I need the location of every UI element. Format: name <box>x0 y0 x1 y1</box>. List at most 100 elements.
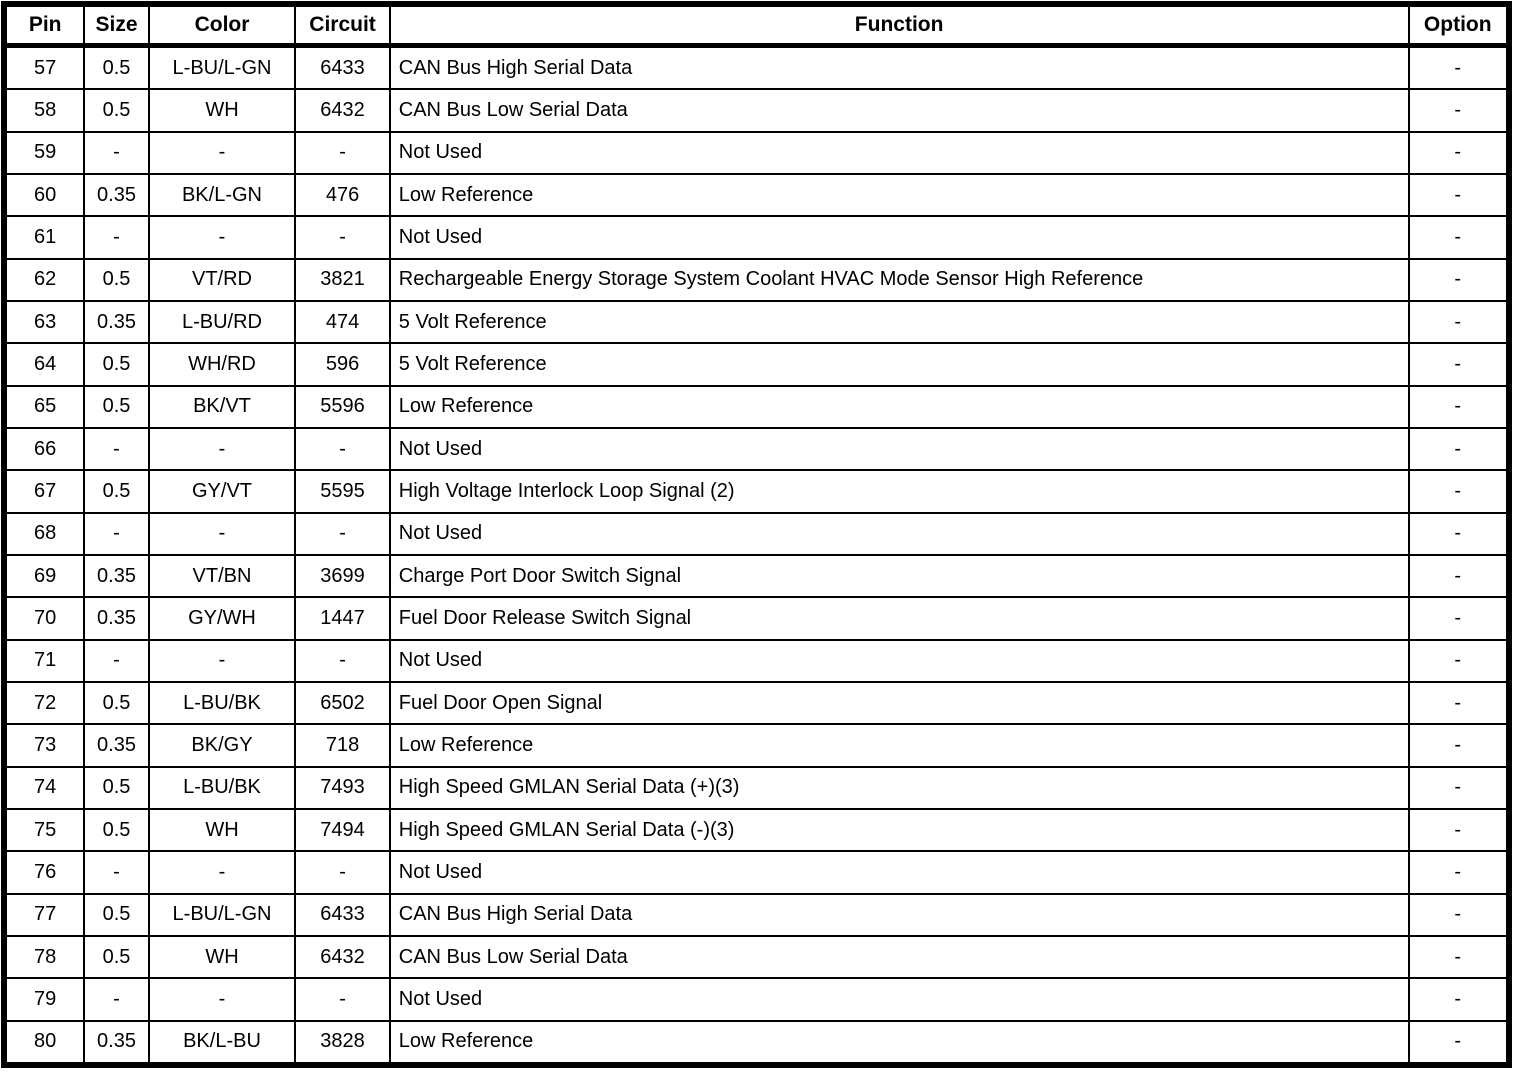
cell-option: - <box>1407 680 1510 726</box>
table-row: 63 0.35 L-BU/RD 474 5 Volt Reference - <box>2 299 1510 345</box>
table-row: 69 0.35 VT/BN 3699 Charge Port Door Switch S… <box>2 553 1510 599</box>
cell-size: 0.5 <box>83 807 150 853</box>
cell-circuit: 474 <box>294 299 391 345</box>
cell-option: - <box>1407 384 1510 429</box>
cell-option: - <box>1407 723 1510 768</box>
cell-pin: 76 <box>2 850 86 895</box>
cell-function: 5 Volt Reference <box>388 299 1410 345</box>
cell-size: 0.5 <box>83 765 150 810</box>
cell-pin: 65 <box>2 384 86 429</box>
table-row: 70 0.35 GY/WH 1447 Fuel Door Release Switch … <box>2 596 1510 641</box>
cell-function: Low Reference <box>388 1019 1410 1067</box>
table-row: 78 0.5 WH 6432 CAN Bus Low Serial Data - <box>2 934 1510 980</box>
cell-pin: 74 <box>2 765 86 810</box>
cell-option: - <box>1407 257 1510 302</box>
cell-size: - <box>83 130 150 176</box>
table-row: 72 0.5 L-BU/BK 6502 Fuel Door Open Signal - <box>2 680 1510 726</box>
cell-pin: 63 <box>2 299 86 345</box>
cell-pin: 78 <box>2 934 86 980</box>
table-row: 61- - - Not Used - <box>2 215 1510 260</box>
table-row: 58 0.5 WH 6432 CAN Bus Low Serial Data - <box>2 88 1510 133</box>
cell-color: VT/BN <box>147 553 297 599</box>
cell-circuit: - <box>294 130 391 176</box>
cell-option: - <box>1407 892 1510 937</box>
cell-pin: 79 <box>2 977 86 1022</box>
cell-circuit: - <box>294 215 391 260</box>
cell-color: - <box>147 638 297 683</box>
cell-circuit: 6432 <box>294 88 391 133</box>
table-row: 80 0.35 BK/L-BU 3828 Low Reference - <box>2 1019 1510 1067</box>
cell-circuit: - <box>294 977 391 1022</box>
cell-size: 0.35 <box>83 723 150 768</box>
cell-pin: 58 <box>2 88 86 133</box>
cell-function: Not Used <box>388 426 1410 472</box>
cell-color: BK/GY <box>147 723 297 768</box>
cell-pin: 73 <box>2 723 86 768</box>
cell-size: 0.35 <box>83 553 150 599</box>
cell-pin: 64 <box>2 342 86 387</box>
cell-size: - <box>83 977 150 1022</box>
cell-pin: 77 <box>2 892 86 937</box>
cell-size: - <box>83 215 150 260</box>
cell-function: CAN Bus Low Serial Data <box>388 88 1410 133</box>
cell-size: 0.35 <box>83 596 150 641</box>
table-row: 79- - - Not Used - <box>2 977 1510 1022</box>
cell-function: High Voltage Interlock Loop Signal (2) <box>388 469 1410 514</box>
cell-option: - <box>1407 553 1510 599</box>
cell-circuit: 596 <box>294 342 391 387</box>
cell-size: 0.5 <box>83 892 150 937</box>
table-row: 59- - - Not Used - <box>2 130 1510 176</box>
table-row: 60 0.35 BK/L-GN 476 Low Reference - <box>2 172 1510 218</box>
cell-function: Charge Port Door Switch Signal <box>388 553 1410 599</box>
cell-pin: 70 <box>2 596 86 641</box>
cell-option: - <box>1407 299 1510 345</box>
cell-color: VT/RD <box>147 257 297 302</box>
cell-option: - <box>1407 596 1510 641</box>
table-row: 62 0.5 VT/RD 3821 Rechargeable Energy Storag… <box>2 257 1510 302</box>
cell-circuit: 5595 <box>294 469 391 514</box>
cell-pin: 62 <box>2 257 86 302</box>
cell-color: GY/WH <box>147 596 297 641</box>
cell-circuit: - <box>294 850 391 895</box>
cell-color: - <box>147 215 297 260</box>
cell-option: - <box>1407 511 1510 556</box>
cell-circuit: 3828 <box>294 1019 391 1067</box>
cell-function: High Speed GMLAN Serial Data (-)(3) <box>388 807 1410 853</box>
cell-pin: 80 <box>2 1019 86 1067</box>
cell-color: BK/L-GN <box>147 172 297 218</box>
column-header-size: Size <box>83 3 150 48</box>
table-row: 76- - - Not Used - <box>2 850 1510 895</box>
cell-color: - <box>147 977 297 1022</box>
cell-color: WH <box>147 88 297 133</box>
table-row: 64 0.5 WH/RD 596 5 Volt Reference - <box>2 342 1510 387</box>
cell-function: Fuel Door Release Switch Signal <box>388 596 1410 641</box>
header-row: Pin Size Color Circuit Function Option <box>2 3 1510 48</box>
table-header: Pin Size Color Circuit Function Option <box>2 3 1510 48</box>
cell-size: - <box>83 850 150 895</box>
cell-size: 0.5 <box>83 257 150 302</box>
cell-size: 0.5 <box>83 384 150 429</box>
cell-function: Not Used <box>388 215 1410 260</box>
cell-function: Low Reference <box>388 723 1410 768</box>
cell-circuit: 5596 <box>294 384 391 429</box>
cell-color: BK/L-BU <box>147 1019 297 1067</box>
cell-function: Fuel Door Open Signal <box>388 680 1410 726</box>
cell-size: - <box>83 638 150 683</box>
column-header-color: Color <box>147 3 297 48</box>
cell-option: - <box>1407 44 1510 91</box>
cell-function: Rechargeable Energy Storage System Coola… <box>388 257 1410 302</box>
cell-circuit: 1447 <box>294 596 391 641</box>
cell-option: - <box>1407 850 1510 895</box>
cell-function: High Speed GMLAN Serial Data (+)(3) <box>388 765 1410 810</box>
cell-function: Not Used <box>388 638 1410 683</box>
column-header-circuit: Circuit <box>294 3 391 48</box>
cell-option: - <box>1407 342 1510 387</box>
cell-pin: 59 <box>2 130 86 176</box>
cell-function: Not Used <box>388 977 1410 1022</box>
cell-size: 0.5 <box>83 469 150 514</box>
cell-circuit: 718 <box>294 723 391 768</box>
cell-circuit: 7494 <box>294 807 391 853</box>
cell-circuit: 3821 <box>294 257 391 302</box>
cell-color: GY/VT <box>147 469 297 514</box>
cell-option: - <box>1407 934 1510 980</box>
